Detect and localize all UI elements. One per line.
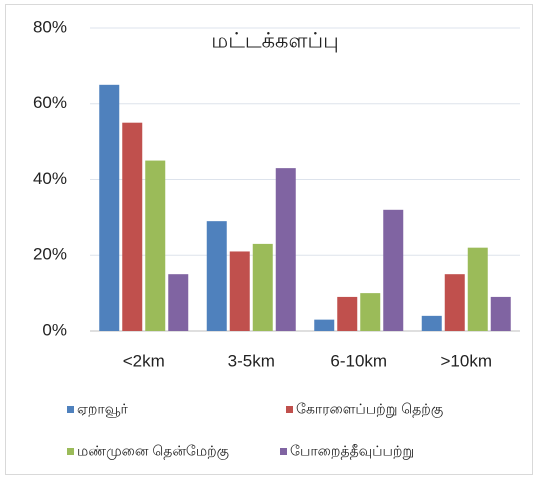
legend-label: போறைத்தீவுப்பற்று: [290, 443, 414, 460]
bar: [360, 293, 381, 331]
bar: [421, 315, 442, 331]
bar: [383, 209, 404, 331]
bar: [206, 221, 227, 331]
y-tick-label: 80%: [33, 17, 67, 36]
bar: [122, 122, 143, 331]
bar: [252, 243, 273, 331]
y-tick-label: 0%: [42, 320, 67, 339]
y-tick-label: 60%: [33, 93, 67, 112]
chart-border: [5, 4, 533, 475]
bar: [99, 84, 120, 331]
bar: [168, 274, 189, 331]
legend-label: கோரளைப்பற்று தெற்கு: [296, 401, 443, 419]
x-tick-label: 3-5km: [228, 351, 275, 370]
legend-swatch: [286, 406, 293, 413]
legend-swatch: [67, 448, 74, 455]
y-tick-label: 40%: [33, 169, 67, 188]
bar: [337, 296, 358, 331]
chart-title: மட்டக்களப்பு: [211, 30, 338, 53]
legend-label: ஏறாவூர்: [77, 401, 129, 417]
bar: [145, 160, 166, 331]
bar: [314, 319, 335, 331]
y-tick-label: 20%: [33, 245, 67, 264]
x-tick-label: 6-10km: [330, 351, 387, 370]
x-tick-label: >10km: [441, 351, 493, 370]
bar: [490, 296, 511, 331]
bar: [275, 168, 296, 331]
x-tick-label: <2km: [123, 351, 165, 370]
legend-swatch: [67, 406, 74, 413]
bar: [229, 251, 250, 331]
bar: [467, 247, 488, 331]
legend-swatch: [280, 448, 287, 455]
bar: [444, 274, 465, 331]
legend-label: மண்முனை தென்மேற்கு: [77, 443, 229, 461]
